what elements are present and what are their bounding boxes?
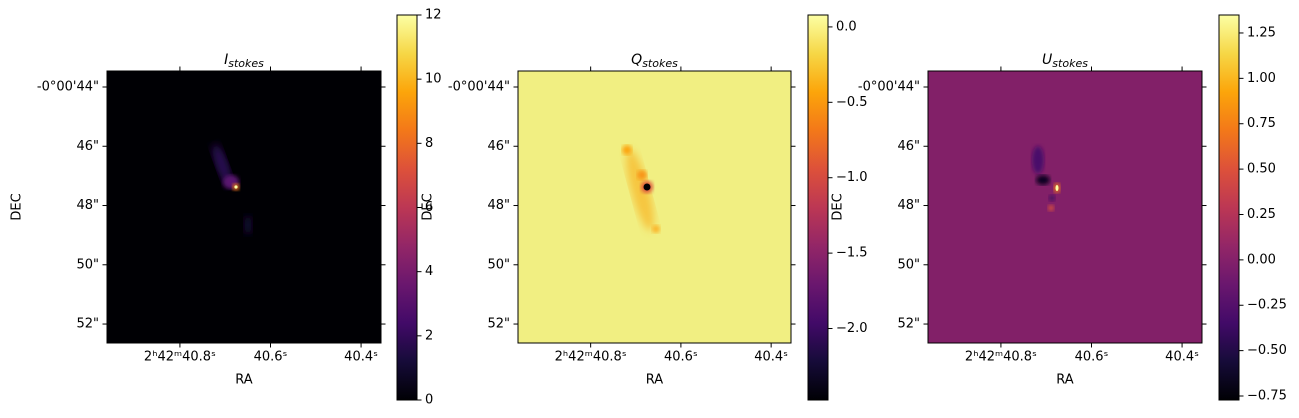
x-tick-label: 40.6ˢ [1075, 350, 1109, 365]
x-tick-label: 2ʰ42ᵐ40.8ˢ [555, 350, 627, 365]
colorbar-tick-label: −0.25 [1247, 298, 1287, 313]
y-tick-label: -0°00'44" [858, 80, 920, 95]
image-u [928, 71, 1202, 343]
colorbar-tick-label: −0.75 [1247, 389, 1287, 404]
colorbar-tick-label: 10 [425, 72, 442, 87]
colorbar-tick-label: 0.50 [1247, 162, 1276, 177]
y-axis-label: DEC [10, 193, 25, 220]
x-tick-label: 40.4ˢ [1165, 350, 1199, 365]
colorbar-tick-label: 0.0 [836, 19, 857, 34]
colorbar-tick-label: 12 [425, 8, 442, 23]
colorbar-tick-label: 0.25 [1247, 207, 1276, 222]
y-tick-label: 48" [76, 198, 99, 213]
colorbar [807, 14, 829, 401]
y-tick-label: -0°00'44" [37, 80, 99, 95]
colorbar-tick-label: −0.5 [836, 95, 868, 110]
title-subscript: stokes [642, 57, 678, 70]
colorbar-tick-label: −2.0 [836, 321, 868, 336]
chart-title: Qstokes [631, 52, 678, 70]
y-tick-label: 50" [897, 257, 920, 272]
x-tick-label: 2ʰ42ᵐ40.8ˢ [144, 350, 216, 365]
x-axis-label: RA [646, 373, 664, 388]
colorbar-tick-label: −1.0 [836, 170, 868, 185]
colorbar-tick-label: 1.25 [1247, 25, 1276, 40]
x-tick-label: 2ʰ42ᵐ40.8ˢ [965, 350, 1037, 365]
axes-frame [517, 70, 792, 344]
y-tick-label: 52" [487, 317, 510, 332]
colorbar-tick-label: 2 [425, 328, 433, 343]
x-tick-label: 40.4ˢ [344, 350, 378, 365]
y-tick-label: 52" [897, 317, 920, 332]
y-tick-label: 52" [76, 317, 99, 332]
y-axis-label: DEC [421, 193, 436, 220]
axes-frame [927, 70, 1203, 344]
y-tick-label: 50" [76, 257, 99, 272]
y-tick-label: 48" [487, 198, 510, 213]
title-main: I [224, 52, 228, 68]
y-tick-label: 48" [897, 198, 920, 213]
y-tick-label: 46" [76, 139, 99, 154]
image-q [518, 71, 791, 343]
x-tick-label: 40.6ˢ [254, 350, 288, 365]
colorbar-tick-label: 1.00 [1247, 71, 1276, 86]
title-subscript: stokes [1052, 57, 1088, 70]
y-tick-label: -0°00'44" [448, 80, 510, 95]
colorbar-tick-label: −0.50 [1247, 343, 1287, 358]
y-tick-label: 46" [897, 139, 920, 154]
x-axis-label: RA [1056, 373, 1074, 388]
colorbar-tick-label: −1.5 [836, 246, 868, 261]
chart-title: Ustokes [1042, 52, 1088, 70]
y-axis-label: DEC [831, 193, 846, 220]
y-tick-label: 46" [487, 139, 510, 154]
colorbar [1218, 14, 1240, 401]
colorbar-tick-label: 8 [425, 136, 433, 151]
colorbar-tick-label: 0 [425, 393, 433, 408]
x-tick-label: 40.6ˢ [664, 350, 698, 365]
title-subscript: stokes [228, 57, 264, 70]
image-i [107, 71, 381, 343]
title-main: Q [631, 52, 642, 68]
colorbar [396, 14, 418, 401]
x-axis-label: RA [235, 373, 253, 388]
y-tick-label: 50" [487, 257, 510, 272]
chart-title: Istokes [224, 52, 264, 70]
colorbar-tick-label: 0.75 [1247, 116, 1276, 131]
colorbar-tick-label: 4 [425, 264, 433, 279]
x-tick-label: 40.4ˢ [754, 350, 788, 365]
axes-frame [106, 70, 382, 344]
colorbar-tick-label: 0.00 [1247, 252, 1276, 267]
title-main: U [1042, 52, 1052, 68]
colorbar-tick-label: 6 [425, 200, 433, 215]
